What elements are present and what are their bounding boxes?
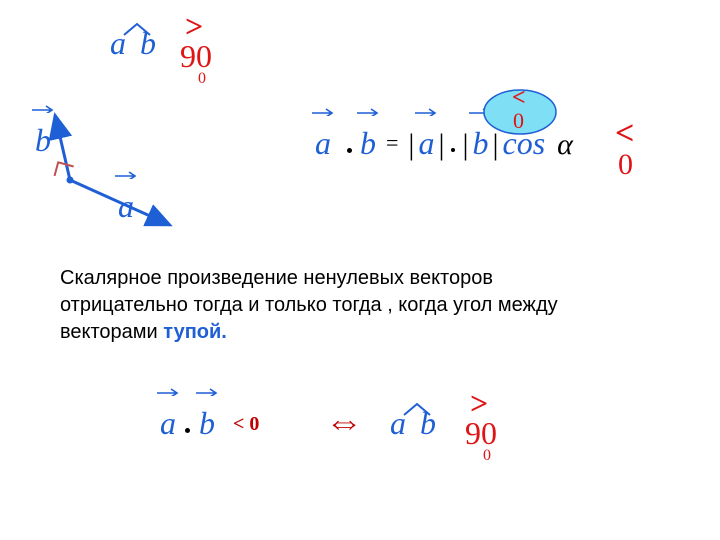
dot-icon <box>347 148 352 153</box>
bottom-b1: b <box>199 405 215 441</box>
statement-line1: Скалярное произведение ненулевых векторо… <box>60 265 558 292</box>
right-zero: 0 <box>618 148 633 182</box>
diagram-label-b: b <box>35 122 51 159</box>
bar1: | <box>408 128 414 161</box>
iff-symbol: ⇔ <box>325 400 363 444</box>
formula-b1: b <box>360 125 376 161</box>
origin-dot <box>67 177 74 184</box>
bar2: | <box>438 128 444 161</box>
angle-hat-icon-2 <box>392 401 442 417</box>
statement-line2: отрицательно тогда и только тогда , когд… <box>60 292 558 319</box>
bottom-left-expr: a b < 0 <box>160 405 259 442</box>
formula-a1: a <box>315 125 331 161</box>
statement-text: Скалярное произведение ненулевых векторо… <box>60 265 558 346</box>
top-angle-sup0: 0 <box>198 70 206 88</box>
vector-b-line <box>55 115 70 180</box>
top-angle-block: a b <box>110 25 156 62</box>
diagram-label-a: a <box>118 188 134 225</box>
bottom-angle-block: a b <box>390 405 436 442</box>
formula-eq: = <box>386 130 398 155</box>
dot-icon-2 <box>451 148 455 152</box>
formula-a2: a <box>418 125 434 161</box>
bottom-ltzero: < 0 <box>233 413 259 435</box>
top-angle-90: 90 <box>180 38 212 75</box>
bottom-90: 90 <box>465 415 497 452</box>
bar3: | <box>462 128 468 161</box>
ellipse-zero: 0 <box>513 108 524 134</box>
bottom-a1: a <box>160 405 176 441</box>
statement-bold: тупой. <box>163 321 227 343</box>
angle-hat-icon <box>112 21 162 37</box>
statement-line3: векторами тупой. <box>60 319 558 346</box>
bottom-sup0: 0 <box>483 447 491 465</box>
dot-icon-3 <box>185 428 190 433</box>
